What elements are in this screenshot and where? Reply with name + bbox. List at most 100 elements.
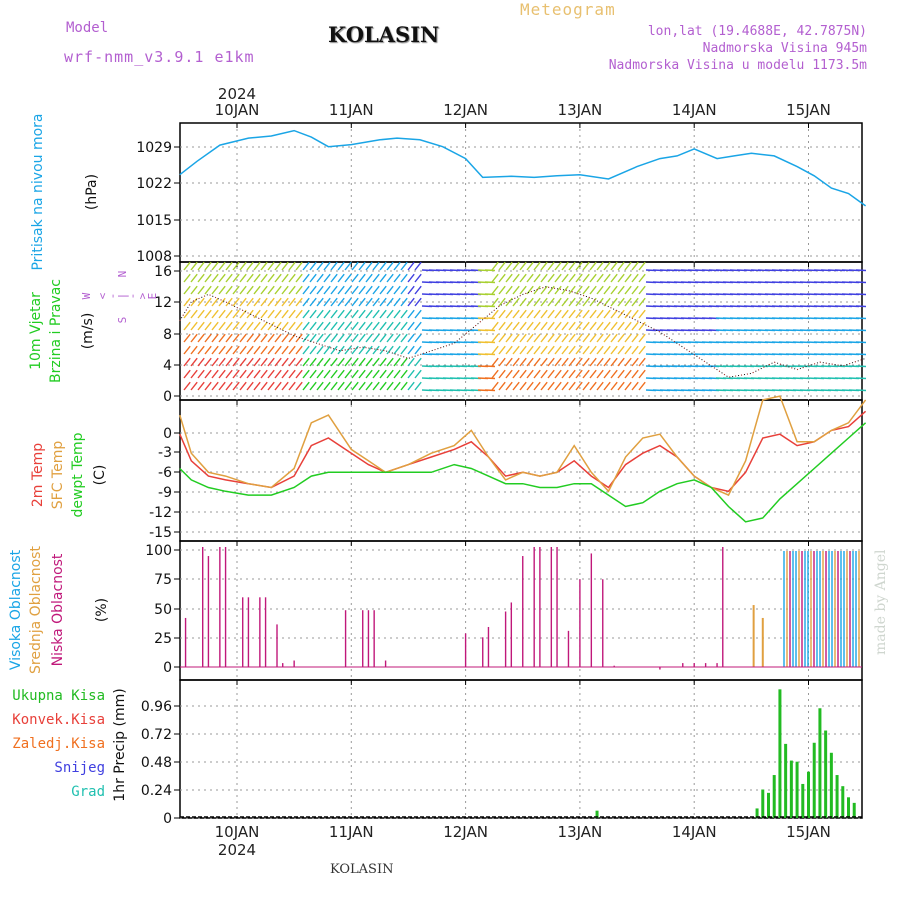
wind-barb	[407, 321, 415, 331]
wind-barb	[295, 357, 303, 367]
wind-barb	[568, 357, 576, 367]
wind-barb	[540, 333, 548, 343]
wind-barb	[351, 369, 359, 379]
wind-barb	[351, 345, 359, 355]
wind-barb	[274, 285, 282, 295]
compass-glyph-0: W	[80, 292, 93, 299]
compass-glyph-8: N	[116, 271, 129, 278]
wind-barb	[190, 285, 198, 295]
wind-barb	[225, 261, 233, 271]
wind-barb	[288, 345, 296, 355]
wind-barb	[624, 261, 632, 271]
wind-barb	[344, 381, 352, 391]
wind-barb	[533, 381, 541, 391]
wind-barb	[498, 297, 506, 307]
wind-barb	[239, 261, 247, 271]
wind-barb	[519, 345, 527, 355]
wind-barb	[603, 297, 611, 307]
wind-barb	[631, 357, 639, 367]
wind-barb	[253, 273, 261, 283]
wind-barb	[610, 297, 618, 307]
wind-barb	[589, 381, 597, 391]
wind-barb	[218, 273, 226, 283]
wind-barb	[379, 381, 387, 391]
wind-barb	[316, 345, 324, 355]
precip-bar	[818, 708, 822, 818]
wind-barb	[393, 333, 401, 343]
temp-axis-title-3: dewpt Temp	[70, 432, 86, 517]
bottom-station: KOLASIN	[330, 862, 394, 877]
wind-barb	[288, 273, 296, 283]
compass-glyph-7: S	[116, 317, 129, 324]
wind-barb	[505, 309, 513, 319]
compass-glyph-2: -	[106, 293, 119, 300]
wind-barb	[855, 329, 867, 332]
wind-barb	[484, 365, 496, 368]
wind-barb	[568, 345, 576, 355]
wind-barb	[197, 381, 205, 391]
wind-barb	[624, 333, 632, 343]
wind-barb	[540, 357, 548, 367]
wind-barb	[491, 273, 499, 283]
wind-barb	[414, 273, 422, 283]
wind-barb	[624, 321, 632, 331]
wind-barb	[505, 285, 513, 295]
wind-barb	[561, 357, 569, 367]
temp-dewpt-line	[179, 422, 867, 523]
wind-barb	[505, 297, 513, 307]
wind-barb	[582, 309, 590, 319]
wind-barb	[246, 261, 254, 271]
wind-barb	[533, 333, 541, 343]
wind-barb	[267, 309, 275, 319]
wind-barb	[631, 345, 639, 355]
wind-barb	[190, 309, 198, 319]
wind-barb	[246, 285, 254, 295]
wind-barb	[540, 369, 548, 379]
wind-barb	[589, 345, 597, 355]
wind-barb	[358, 309, 366, 319]
wind-barb	[512, 261, 520, 271]
wind-barb	[386, 321, 394, 331]
model-name: wrf-nmm_v3.9.1 e1km	[64, 48, 255, 66]
wind-barb	[484, 305, 496, 308]
wind-barbs-field	[183, 261, 867, 392]
wind-barb	[414, 357, 422, 367]
wind-barb	[204, 345, 212, 355]
wind-barb	[379, 369, 387, 379]
wind-barb	[281, 309, 289, 319]
wind-barb	[547, 321, 555, 331]
wind-barb	[624, 309, 632, 319]
y-tick-label: 0.96	[141, 699, 172, 715]
wind-barb	[491, 261, 499, 271]
y-tick-label: 4	[163, 358, 172, 374]
wind-barb	[323, 261, 331, 271]
wind-barb	[540, 261, 548, 271]
wind-barb	[491, 309, 499, 319]
wind-barb	[540, 309, 548, 319]
wind-barb	[568, 333, 576, 343]
wind-barb	[330, 381, 338, 391]
y-tick-label: 0.72	[141, 727, 172, 743]
wind-gust-line	[179, 286, 866, 378]
wind-barb	[855, 269, 867, 272]
wind-barb	[519, 309, 527, 319]
wind-barb	[344, 297, 352, 307]
wind-barb	[575, 333, 583, 343]
wind-barb	[393, 321, 401, 331]
wind-barb	[309, 309, 317, 319]
wind-barb	[855, 365, 867, 368]
wind-barb	[281, 369, 289, 379]
wind-barb	[512, 357, 520, 367]
wind-barb	[526, 285, 534, 295]
wind-barb	[211, 297, 219, 307]
wind-barb	[190, 357, 198, 367]
wind-barb	[358, 285, 366, 295]
wind-barb	[211, 285, 219, 295]
wind-barb	[295, 321, 303, 331]
wind-barb	[190, 345, 198, 355]
wind-barb	[379, 345, 387, 355]
wind-barb	[575, 357, 583, 367]
wind-barb	[855, 317, 867, 320]
wind-barb	[568, 297, 576, 307]
wind-barb	[631, 321, 639, 331]
